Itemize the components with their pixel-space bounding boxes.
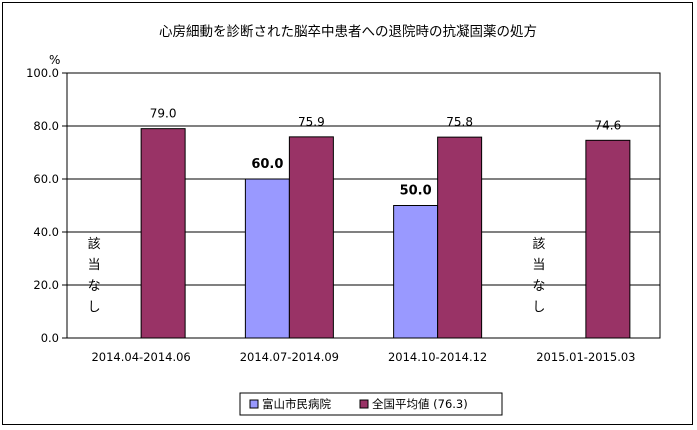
legend-box [239, 392, 503, 416]
y-tick-label: 60.0 [33, 172, 59, 186]
data-label-s1: 50.0 [400, 184, 432, 199]
bar-3-s2 [437, 136, 483, 339]
chart-frame: 心房細動を診断された脳卒中患者への退院時の抗凝固薬の処方 % 0.0 20.0 40… [2, 2, 693, 425]
x-tick-label: 2014.07-2014.09 [240, 350, 339, 364]
data-label-s2: 75.8 [446, 115, 473, 129]
y-axis-ticks: 0.0 20.0 40.0 60.0 80.0 100.0 [26, 66, 67, 345]
legend-label: 富山市民病院 [262, 397, 331, 411]
bar-1-s2 [140, 128, 186, 339]
bar-chart: 心房細動を診断された脳卒中患者への退院時の抗凝固薬の処方 % 0.0 20.0 40… [26, 24, 661, 416]
x-axis-ticks: 2014.04-2014.06 2014.07-2014.09 2014.10-20… [91, 350, 635, 364]
y-tick-label: 100.0 [26, 66, 59, 80]
data-label-s2: 75.9 [298, 115, 325, 129]
y-tick-label: 40.0 [33, 225, 59, 239]
y-tick-label: 0.0 [41, 331, 59, 345]
data-label-s2: 79.0 [150, 107, 177, 121]
data-label-s1: 60.0 [251, 157, 283, 172]
y-tick-label: 20.0 [33, 278, 59, 292]
x-tick-label: 2015.01-2015.03 [536, 350, 635, 364]
legend: 富山市民病院 全国平均値 (76.3) [239, 392, 503, 416]
legend-swatch [249, 399, 259, 409]
x-tick-label: 2014.10-2014.12 [388, 350, 487, 364]
x-tick-label: 2014.04-2014.06 [91, 350, 190, 364]
y-axis-unit-label: % [49, 53, 60, 67]
bar-2-s2 [288, 136, 334, 339]
bar-4-s2 [585, 139, 631, 339]
data-label-s2: 74.6 [595, 118, 622, 132]
bar-3-s1 [393, 205, 439, 339]
na-label: 該当なし [532, 236, 545, 315]
legend-swatch [359, 399, 369, 409]
chart-title: 心房細動を診断された脳卒中患者への退院時の抗凝固薬の処方 [159, 24, 537, 40]
bar-2-s1 [244, 178, 290, 339]
bars: 該当なし 79.0 60.0 75.9 50.0 75.8 該当なし 74.6 [88, 107, 631, 339]
y-tick-label: 80.0 [33, 119, 59, 133]
na-label: 該当なし [88, 236, 101, 315]
legend-label: 全国平均値 (76.3) [372, 397, 468, 411]
